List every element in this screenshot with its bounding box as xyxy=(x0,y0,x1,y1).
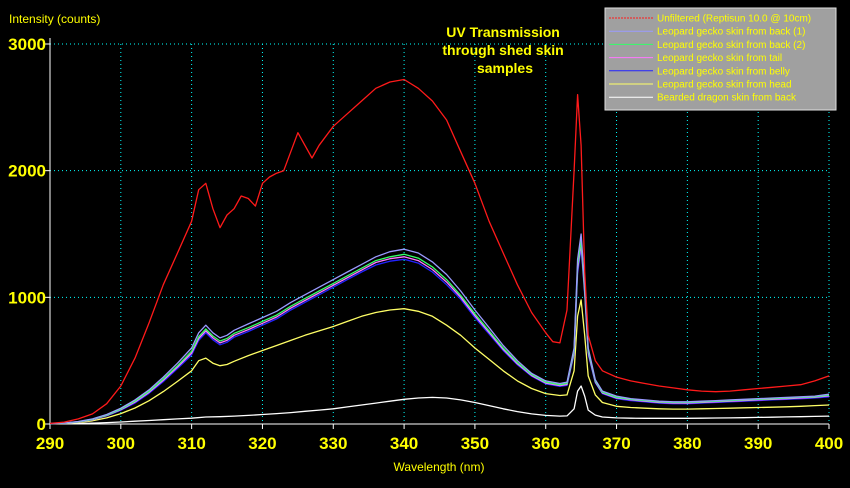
legend-entry-2: Leopard gecko skin from back (1) xyxy=(657,27,805,38)
series-line-1 xyxy=(49,78,830,425)
x-tick-label-400: 400 xyxy=(815,434,843,453)
legend-entry-7: Bearded dragon skin from back xyxy=(657,93,797,104)
series-line-7 xyxy=(49,385,830,425)
y-tick-label-0: 0 xyxy=(37,415,46,434)
x-tick-label-370: 370 xyxy=(602,434,630,453)
x-tick-label-390: 390 xyxy=(744,434,772,453)
legend-entry-1: Unfiltered (Reptisun 10.0 @ 10cm) xyxy=(657,14,811,25)
x-tick-label-310: 310 xyxy=(177,434,205,453)
y-tick-label-1000: 1000 xyxy=(8,288,46,307)
legend-entry-6: Leopard gecko skin from head xyxy=(657,80,792,91)
chart-title-line-1: UV Transmission xyxy=(446,24,560,40)
series-lines xyxy=(49,78,830,425)
y-axis-label: Intensity (counts) xyxy=(9,12,100,26)
x-axis-label: Wavelength (nm) xyxy=(394,460,485,474)
y-tick-label-3000: 3000 xyxy=(8,35,46,54)
chart-title-line-2: through shed skin xyxy=(442,42,563,58)
series-line-6 xyxy=(49,299,830,425)
legend-box xyxy=(604,7,837,111)
x-tick-label-320: 320 xyxy=(248,434,276,453)
legend-entry-3: Leopard gecko skin from back (2) xyxy=(657,40,805,51)
x-tick-label-290: 290 xyxy=(36,434,64,453)
y-tick-label-2000: 2000 xyxy=(8,162,46,181)
x-tick-label-360: 360 xyxy=(532,434,560,453)
axes: 290 300 310 320 330 340 350 360 370 380 390 400 0 100… xyxy=(8,35,843,453)
series-line-2 xyxy=(49,233,830,425)
grid-lines xyxy=(50,43,830,424)
x-tick-label-300: 300 xyxy=(107,434,135,453)
legend-entry-4: Leopard gecko skin from tail xyxy=(657,53,782,64)
legend: Unfiltered (Reptisun 10.0 @ 10cm) Leopard… xyxy=(604,7,837,111)
chart-title-line-3: samples xyxy=(477,60,533,76)
series-line-3 xyxy=(49,239,830,425)
x-tick-label-330: 330 xyxy=(319,434,347,453)
chart-title: UV Transmission through shed skin sample… xyxy=(442,24,567,76)
x-tick-label-350: 350 xyxy=(461,434,489,453)
legend-entry-5: Leopard gecko skin from belly xyxy=(657,66,790,77)
x-tick-label-340: 340 xyxy=(390,434,418,453)
x-tick-label-380: 380 xyxy=(673,434,701,453)
